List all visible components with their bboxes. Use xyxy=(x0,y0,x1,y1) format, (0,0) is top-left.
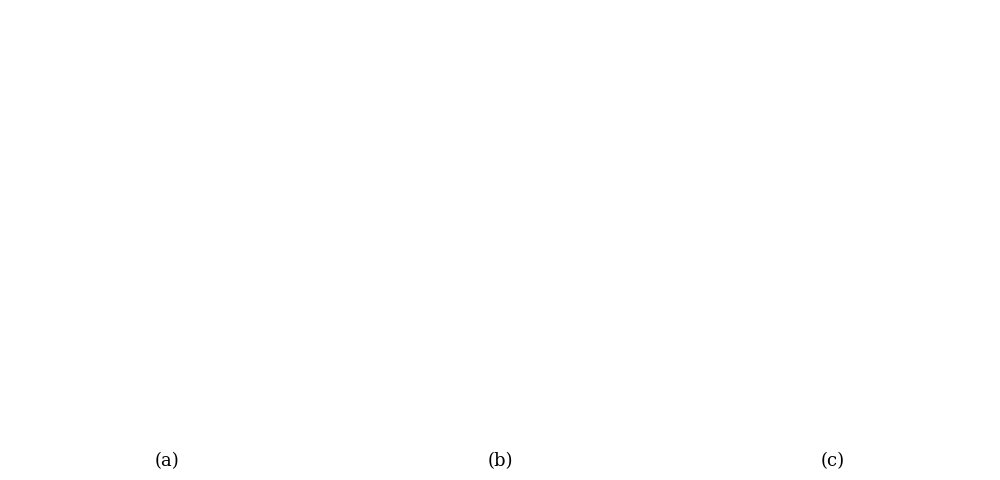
Text: (a): (a) xyxy=(155,452,179,469)
Text: (b): (b) xyxy=(487,452,513,469)
Text: (c): (c) xyxy=(821,452,845,469)
